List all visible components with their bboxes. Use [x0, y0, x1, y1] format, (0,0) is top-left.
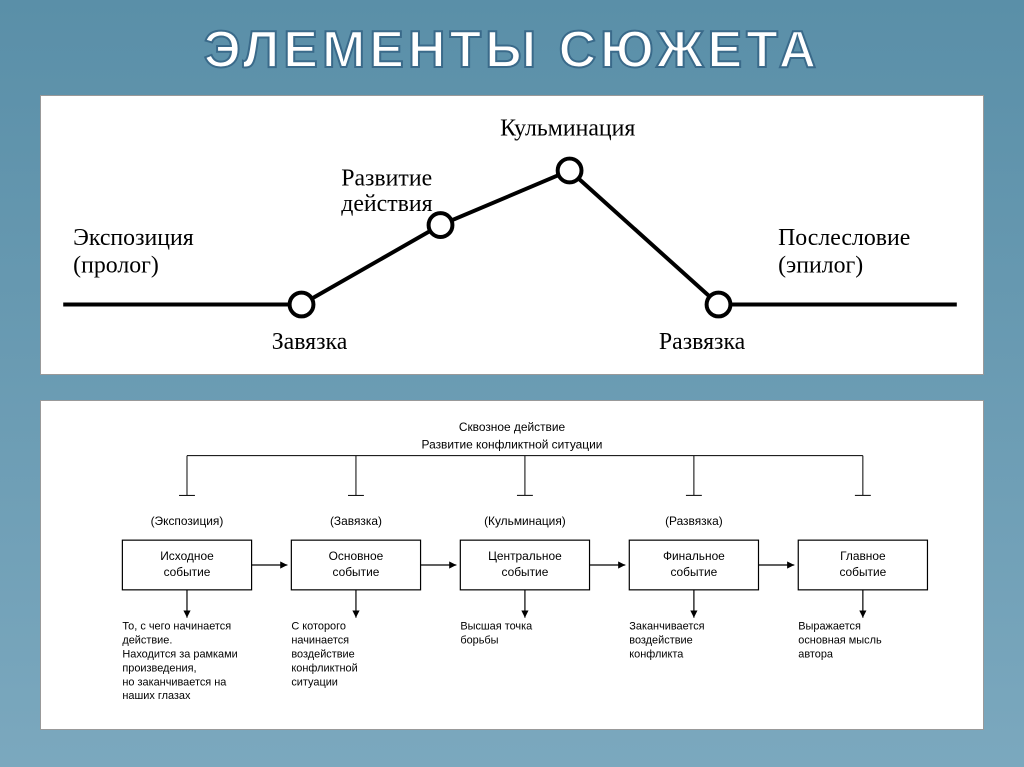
svg-text:Развитие конфликтной ситуации: Развитие конфликтной ситуации: [422, 438, 603, 452]
svg-text:(Развязка): (Развязка): [665, 514, 723, 528]
svg-text:Кульминация: Кульминация: [500, 116, 635, 142]
svg-text:Находится за рамками: Находится за рамками: [122, 648, 237, 660]
svg-text:Основное: Основное: [329, 549, 384, 563]
svg-text:автора: автора: [798, 648, 834, 660]
svg-text:событие: событие: [333, 565, 380, 579]
svg-text:воздействие: воздействие: [629, 635, 692, 647]
svg-text:конфликтной: конфликтной: [291, 662, 357, 674]
svg-text:Развитие: Развитие: [341, 165, 432, 191]
svg-text:событие: событие: [502, 565, 549, 579]
svg-text:Главное: Главное: [840, 549, 886, 563]
svg-text:Завязка: Завязка: [272, 329, 348, 355]
svg-text:(Завязка): (Завязка): [330, 514, 382, 528]
svg-text:ситуации: ситуации: [291, 676, 338, 688]
svg-text:Выражается: Выражается: [798, 621, 861, 633]
svg-text:но заканчивается на: но заканчивается на: [122, 676, 227, 688]
svg-text:основная мысль: основная мысль: [798, 635, 882, 647]
svg-text:Заканчивается: Заканчивается: [629, 621, 704, 633]
svg-text:Развязка: Развязка: [659, 329, 746, 355]
flowchart-panel: Сквозное действие Развитие конфликтной си…: [40, 400, 984, 730]
svg-text:Сквозное действие: Сквозное действие: [459, 420, 566, 434]
svg-text:Экспозиция: Экспозиция: [73, 225, 194, 251]
svg-text:С которого: С которого: [291, 621, 346, 633]
svg-text:действие.: действие.: [122, 635, 172, 647]
svg-text:конфликта: конфликта: [629, 648, 684, 660]
svg-text:Финальное: Финальное: [663, 549, 725, 563]
svg-text:борьбы: борьбы: [460, 635, 498, 647]
svg-text:Послесловие: Послесловие: [778, 225, 910, 251]
svg-text:событие: событие: [164, 565, 211, 579]
svg-text:(пролог): (пролог): [73, 253, 159, 279]
svg-text:(Кульминация): (Кульминация): [484, 514, 566, 528]
page-title: ЭЛЕМЕНТЫ СЮЖЕТА: [0, 0, 1024, 95]
svg-text:действия: действия: [341, 191, 432, 217]
svg-text:событие: событие: [670, 565, 717, 579]
plot-arc-panel: Завязка Развитиедействия Кульминация Развяз…: [40, 95, 984, 375]
flowchart-svg: Сквозное действие Развитие конфликтной си…: [41, 401, 983, 729]
svg-text:Исходное: Исходное: [160, 549, 214, 563]
svg-text:событие: событие: [839, 565, 886, 579]
svg-text:(эпилог): (эпилог): [778, 253, 863, 279]
svg-text:наших глазах: наших глазах: [122, 690, 191, 702]
svg-text:Высшая точка: Высшая точка: [460, 621, 533, 633]
plot-arc-svg: Завязка Развитиедействия Кульминация Развяз…: [41, 96, 983, 374]
svg-text:То, с чего начинается: То, с чего начинается: [122, 621, 231, 633]
svg-text:начинается: начинается: [291, 635, 349, 647]
svg-text:произведения,: произведения,: [122, 662, 196, 674]
svg-text:Центральное: Центральное: [488, 549, 562, 563]
svg-text:(Экспозиция): (Экспозиция): [151, 514, 224, 528]
svg-text:воздействие: воздействие: [291, 648, 354, 660]
